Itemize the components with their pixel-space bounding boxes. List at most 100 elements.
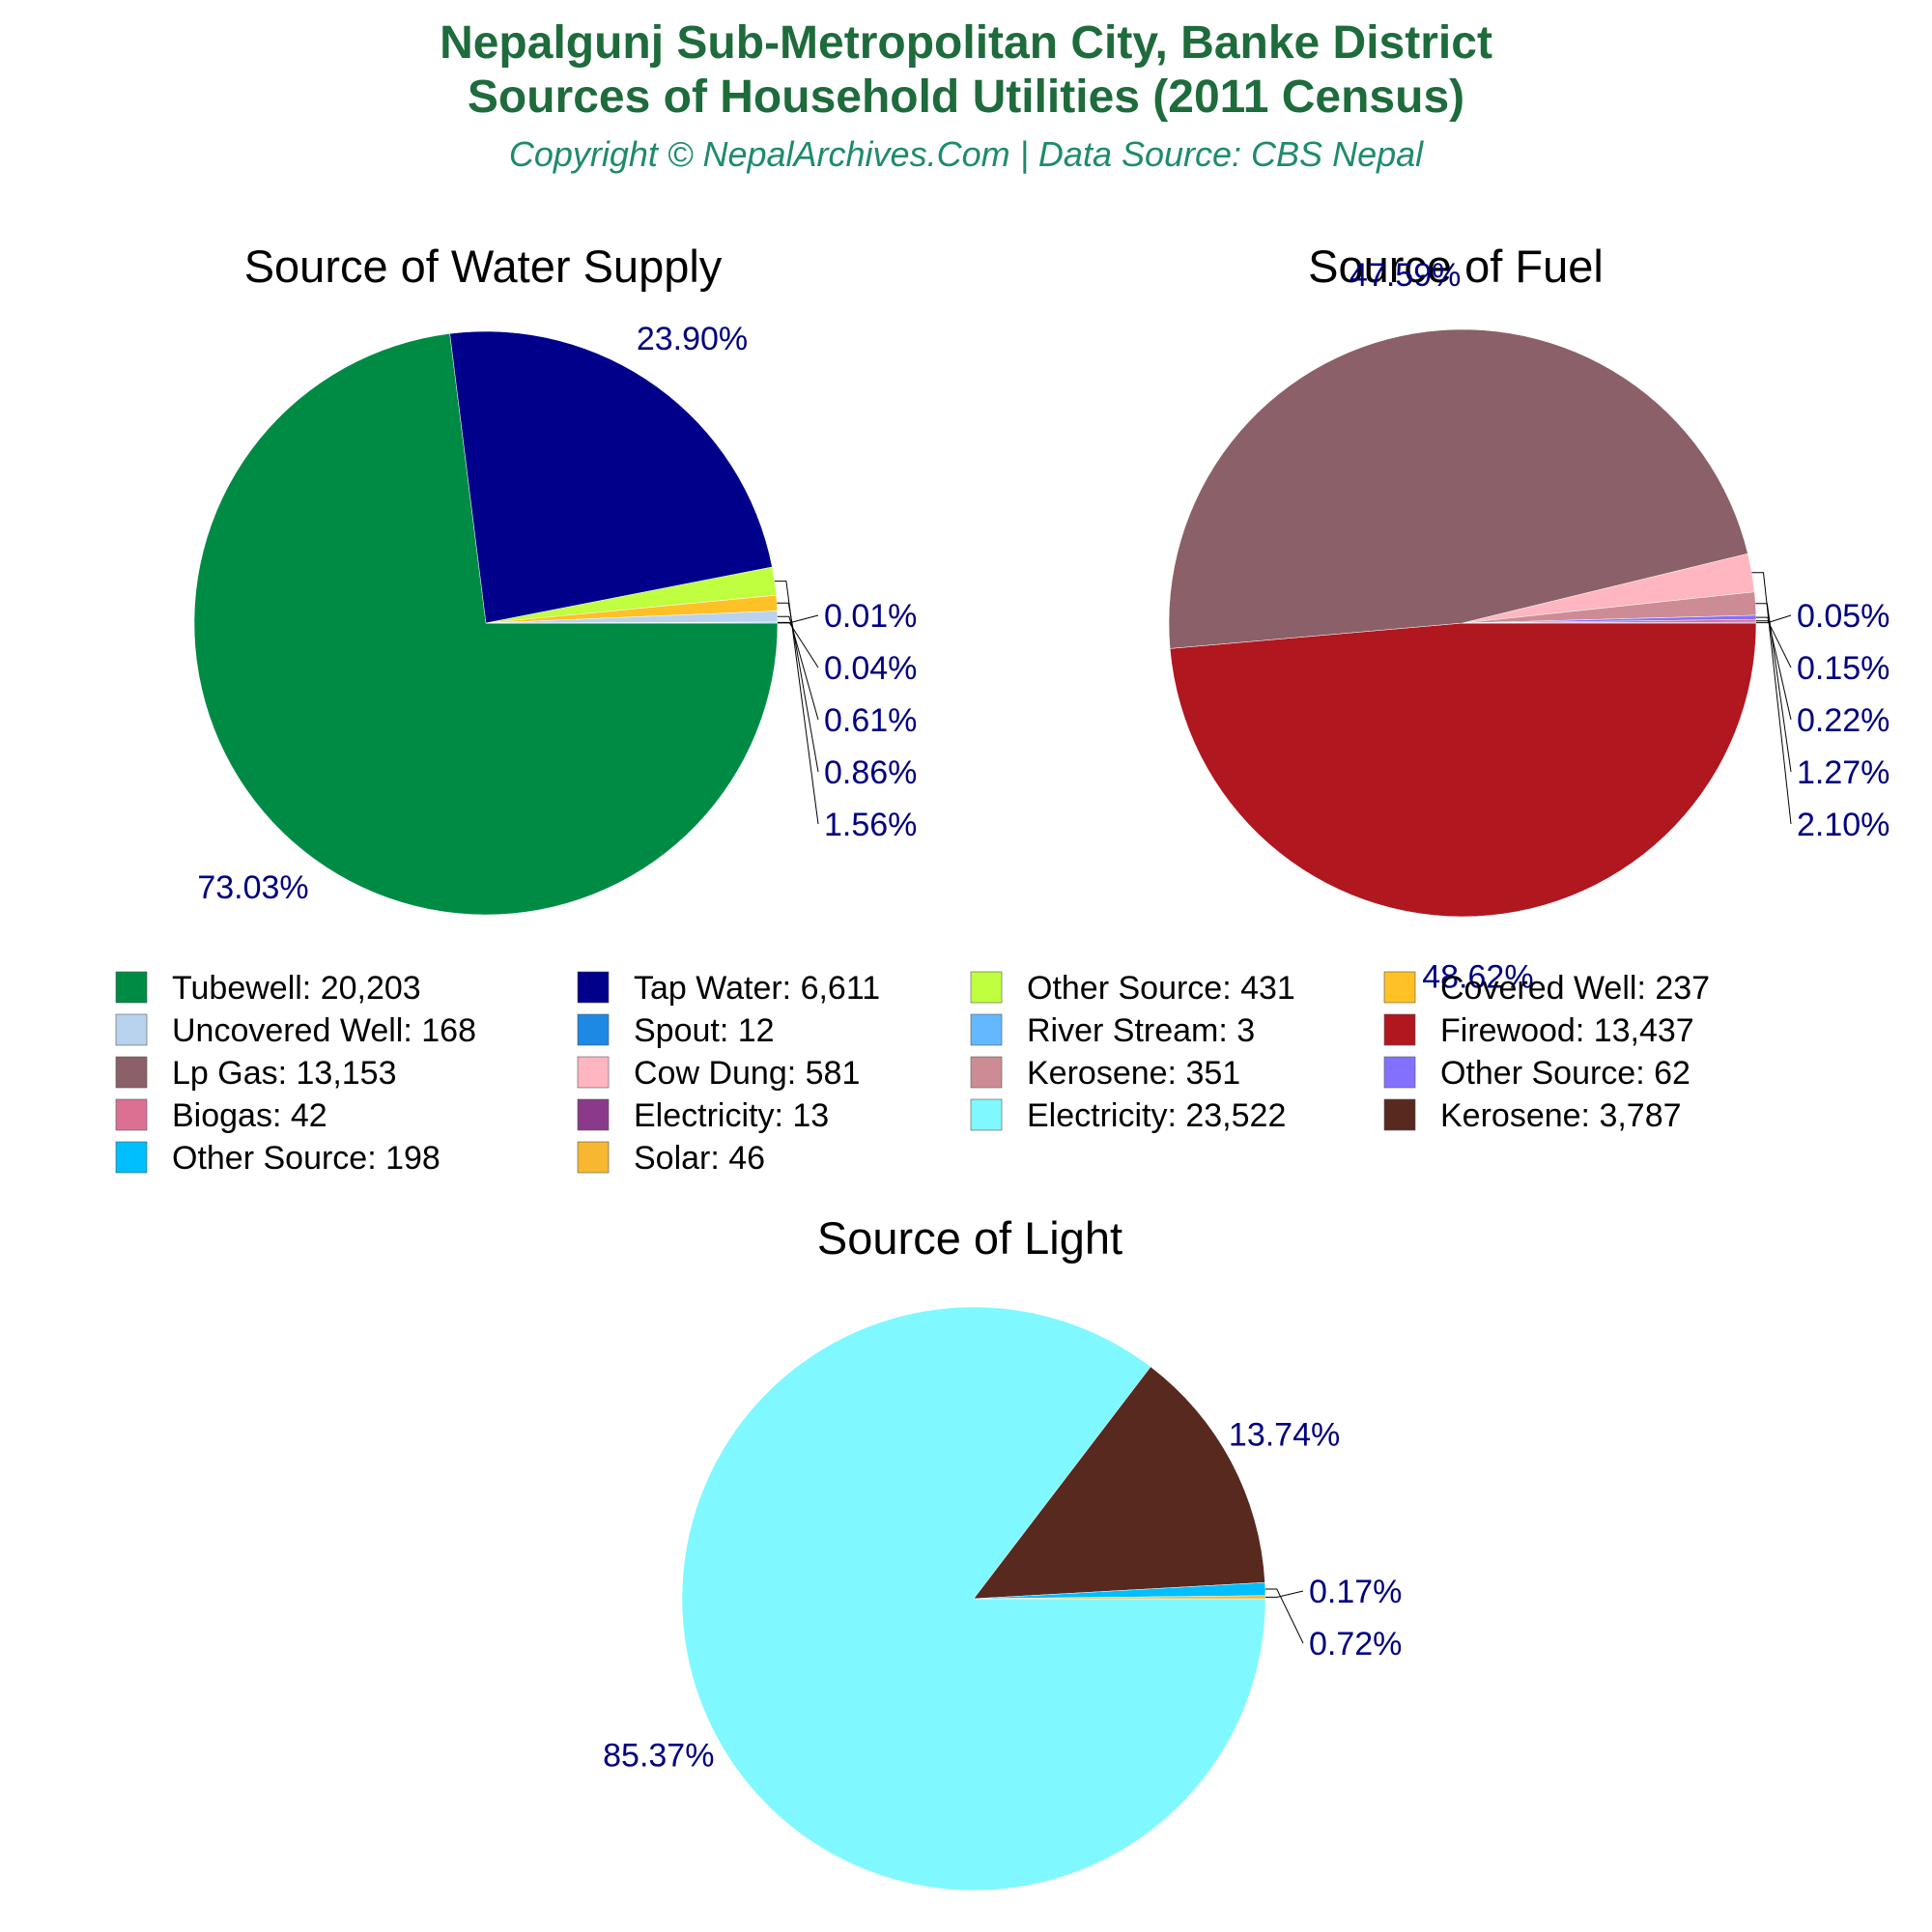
slice-firewood <box>1169 622 1757 918</box>
legend-item: Other Source: 62 <box>1383 1055 1690 1092</box>
light-title: Source of Light <box>817 1212 1122 1264</box>
legend: Tubewell: 20,203 Tap Water: 6,611 Other So… <box>115 970 1710 1177</box>
legend-swatch <box>1383 1013 1416 1046</box>
pie-labels: 85.37% 13.74% 0.17% 0.72% <box>603 1417 1402 1775</box>
legend-swatch <box>115 1013 148 1046</box>
pct-label-firewood: 48.62% <box>1422 959 1533 996</box>
slice-tubewell <box>193 333 779 916</box>
legend-label: Other Source: 62 <box>1440 1055 1690 1092</box>
pct-label-biogas: 0.15% <box>1797 650 1889 687</box>
legend-swatch <box>115 1056 148 1089</box>
leader-line-other-source <box>1755 616 1792 721</box>
light-pie: Source of Light 85.37% 13.74% 0.17% 0.72% <box>603 1212 1402 1891</box>
legend-label: Uncovered Well: 168 <box>172 1012 476 1049</box>
legend-item: Spout: 12 <box>577 1012 775 1049</box>
pct-label-other-source: 1.56% <box>824 807 917 843</box>
leader-line-covered-well <box>777 602 819 773</box>
leader-line-uncovered-well <box>777 615 819 721</box>
legend-label: Electricity: 13 <box>634 1097 829 1134</box>
pct-label-electricity: 85.37% <box>603 1738 714 1775</box>
legend-swatch <box>1383 1098 1416 1131</box>
legend-item: Other Source: 198 <box>115 1140 440 1177</box>
legend-label: Other Source: 431 <box>1027 970 1295 1007</box>
legend-item: Uncovered Well: 168 <box>115 1012 476 1049</box>
legend-label: Firewood: 13,437 <box>1440 1012 1694 1049</box>
legend-swatch <box>577 971 610 1004</box>
fuel-pie: Source of Fuel 48.62% 47.59% 0.05% 0.15% 0.2… <box>1168 241 1889 996</box>
legend-label: Lp Gas: 13,153 <box>172 1055 397 1092</box>
legend-swatch <box>970 1013 1003 1046</box>
pct-label-kerosene: 13.74% <box>1229 1417 1340 1454</box>
slice-lp-gas <box>1168 328 1748 649</box>
pct-label-kerosene: 1.27% <box>1797 754 1889 791</box>
legend-swatch <box>1383 971 1416 1004</box>
water-supply-pie: Source of Water Supply 73.03% 23.90% 0.01%… <box>193 241 917 916</box>
legend-label: Biogas: 42 <box>172 1097 327 1134</box>
pct-label-river-stream: 0.01% <box>824 598 917 635</box>
legend-item: Kerosene: 3,787 <box>1383 1097 1682 1134</box>
pct-label-other-source: 0.72% <box>1309 1626 1402 1662</box>
pct-label-solar: 0.17% <box>1309 1574 1402 1610</box>
leader-line-other-source <box>774 581 819 825</box>
leader-line-biogas <box>1756 620 1792 668</box>
legend-label: Electricity: 23,522 <box>1027 1097 1286 1134</box>
chart-title-line2: Sources of Household Utilities (2011 Cen… <box>468 71 1464 123</box>
legend-item: River Stream: 3 <box>970 1012 1255 1049</box>
legend-label: Solar: 46 <box>634 1140 765 1177</box>
legend-label: Kerosene: 3,787 <box>1440 1097 1682 1134</box>
pct-label-covered-well: 0.86% <box>824 754 917 791</box>
legend-label: Spout: 12 <box>634 1012 775 1049</box>
pie-slices <box>1168 328 1757 918</box>
pct-label-other-source: 0.22% <box>1797 702 1889 739</box>
leader-line-cow-dung <box>1751 572 1792 825</box>
legend-swatch <box>970 1056 1003 1089</box>
pct-label-uncovered-well: 0.61% <box>824 702 917 739</box>
slice-tap-water <box>449 330 773 624</box>
legend-item: Kerosene: 351 <box>970 1055 1240 1092</box>
legend-label: Tubewell: 20,203 <box>172 970 421 1007</box>
leader-line-solar <box>1265 1590 1304 1598</box>
pie-labels: 48.62% 47.59% 0.05% 0.15% 0.22% 1.27% 2.10% <box>1350 257 1889 996</box>
legend-swatch <box>577 1141 610 1174</box>
legend-label: Covered Well: 237 <box>1440 970 1710 1007</box>
legend-label: Kerosene: 351 <box>1027 1055 1240 1092</box>
pct-label-spout: 0.04% <box>824 650 917 687</box>
pct-label-tap-water: 23.90% <box>637 321 748 357</box>
legend-swatch <box>577 1013 610 1046</box>
pie-slices <box>193 330 779 916</box>
legend-swatch <box>970 971 1003 1004</box>
pct-label-lp-gas: 47.59% <box>1350 257 1461 294</box>
fuel-title: Source of Fuel <box>1308 241 1604 292</box>
legend-item: Firewood: 13,437 <box>1383 1012 1694 1049</box>
legend-swatch <box>1383 1056 1416 1089</box>
legend-item: Tap Water: 6,611 <box>577 970 880 1007</box>
legend-label: River Stream: 3 <box>1027 1012 1255 1049</box>
leader-line-electricity <box>1756 614 1792 624</box>
water-supply-title: Source of Water Supply <box>244 241 723 292</box>
legend-swatch <box>115 1141 148 1174</box>
legend-label: Tap Water: 6,611 <box>634 970 880 1007</box>
legend-swatch <box>115 971 148 1004</box>
legend-swatch <box>970 1098 1003 1131</box>
pct-label-tubewell: 73.03% <box>197 869 308 906</box>
legend-item: Covered Well: 237 <box>1383 970 1710 1007</box>
legend-swatch <box>577 1098 610 1131</box>
legend-item: Electricity: 13 <box>577 1097 829 1134</box>
legend-item: Solar: 46 <box>577 1140 765 1177</box>
pct-label-electricity: 0.05% <box>1797 598 1889 635</box>
legend-swatch <box>577 1056 610 1089</box>
legend-swatch <box>115 1098 148 1131</box>
legend-item: Biogas: 42 <box>115 1097 327 1134</box>
leader-line-other-source <box>1264 1588 1304 1644</box>
pct-label-cow-dung: 2.10% <box>1797 807 1889 843</box>
legend-label: Cow Dung: 581 <box>634 1055 860 1092</box>
pie-labels: 73.03% 23.90% 0.01% 0.04% 0.61% 0.86% 1.56% <box>197 321 917 906</box>
leader-line-spout <box>778 621 819 668</box>
leader-line-kerosene <box>1755 603 1792 773</box>
legend-item: Lp Gas: 13,153 <box>115 1055 397 1092</box>
pie-slices <box>681 1306 1266 1891</box>
slice-kerosene <box>973 1366 1265 1600</box>
legend-item: Electricity: 23,522 <box>970 1097 1286 1134</box>
chart-title-line1: Nepalgunj Sub-Metropolitan City, Banke D… <box>440 17 1492 69</box>
